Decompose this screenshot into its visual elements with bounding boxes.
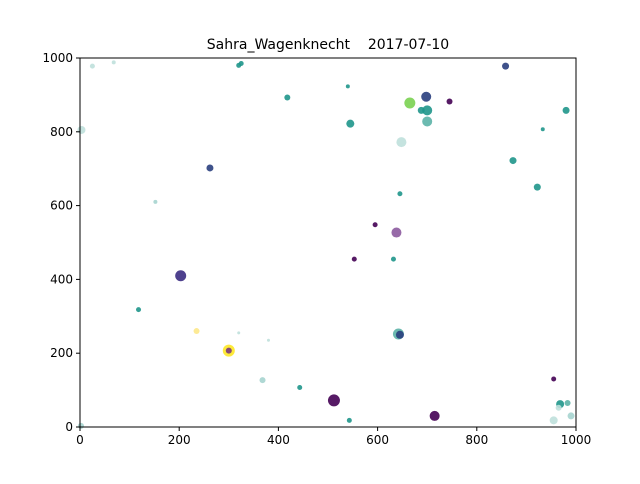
y-axis: 0 200 400 600 800 1000: [42, 51, 80, 434]
scatter-point: [111, 60, 116, 65]
plot-frame: [79, 57, 577, 428]
scatter-point: [555, 404, 562, 411]
x-axis: 0 200 400 600 800 1000: [76, 427, 591, 447]
scatter-point: [238, 61, 244, 67]
scatter-point: [502, 62, 510, 70]
x-tick-label: 1000: [561, 433, 592, 447]
points-layer: [77, 60, 575, 429]
scatter-point: [429, 410, 440, 421]
scatter-point: [421, 91, 432, 102]
scatter-point: [564, 400, 571, 407]
chart-title: Sahra_Wagenknecht 2017-07-10: [207, 37, 449, 53]
scatter-point: [193, 328, 200, 335]
x-tick-label: 400: [267, 433, 290, 447]
scatter-point: [206, 164, 214, 172]
scatter-point: [266, 338, 270, 342]
scatter-point: [567, 412, 575, 420]
scatter-point: [345, 84, 350, 89]
x-tick-label: 600: [366, 433, 389, 447]
x-tick-label: 0: [76, 433, 84, 447]
scatter-point: [446, 98, 453, 105]
y-tick-label: 600: [50, 199, 73, 213]
scatter-point: [77, 422, 84, 429]
scatter-point: [327, 394, 340, 407]
x-tick-label: 800: [465, 433, 488, 447]
scatter-point: [540, 127, 545, 132]
scatter-point: [422, 116, 433, 127]
scatter-point: [237, 331, 241, 335]
scatter-point: [372, 222, 378, 228]
scatter-point: [77, 125, 86, 134]
y-tick-label: 800: [50, 125, 73, 139]
scatter-point: [136, 307, 142, 313]
scatter-point: [404, 97, 416, 109]
scatter-point: [153, 199, 158, 204]
scatter-point: [284, 94, 291, 101]
y-tick-label: 200: [50, 346, 73, 360]
scatter-point: [225, 347, 232, 354]
scatter-point: [397, 191, 403, 197]
scatter-point: [390, 256, 396, 262]
scatter-point: [89, 63, 95, 69]
scatter-point: [391, 227, 402, 238]
scatter-point: [396, 137, 407, 148]
scatter-point: [562, 106, 570, 114]
scatter-point: [346, 119, 355, 128]
scatter-point: [297, 385, 303, 391]
scatter-point: [351, 256, 357, 262]
scatter-point: [346, 417, 352, 423]
y-tick-label: 400: [50, 272, 73, 286]
x-tick-label: 200: [168, 433, 191, 447]
scatter-point: [259, 377, 266, 384]
scatter-point: [509, 157, 517, 165]
scatter-point: [551, 376, 557, 382]
y-tick-label: 1000: [42, 51, 73, 65]
scatter-point: [533, 183, 541, 191]
scatter-point: [175, 270, 187, 282]
scatter-point: [422, 105, 433, 116]
scatter-point: [395, 330, 404, 339]
scatter-point: [549, 416, 558, 425]
y-tick-label: 0: [65, 420, 73, 434]
